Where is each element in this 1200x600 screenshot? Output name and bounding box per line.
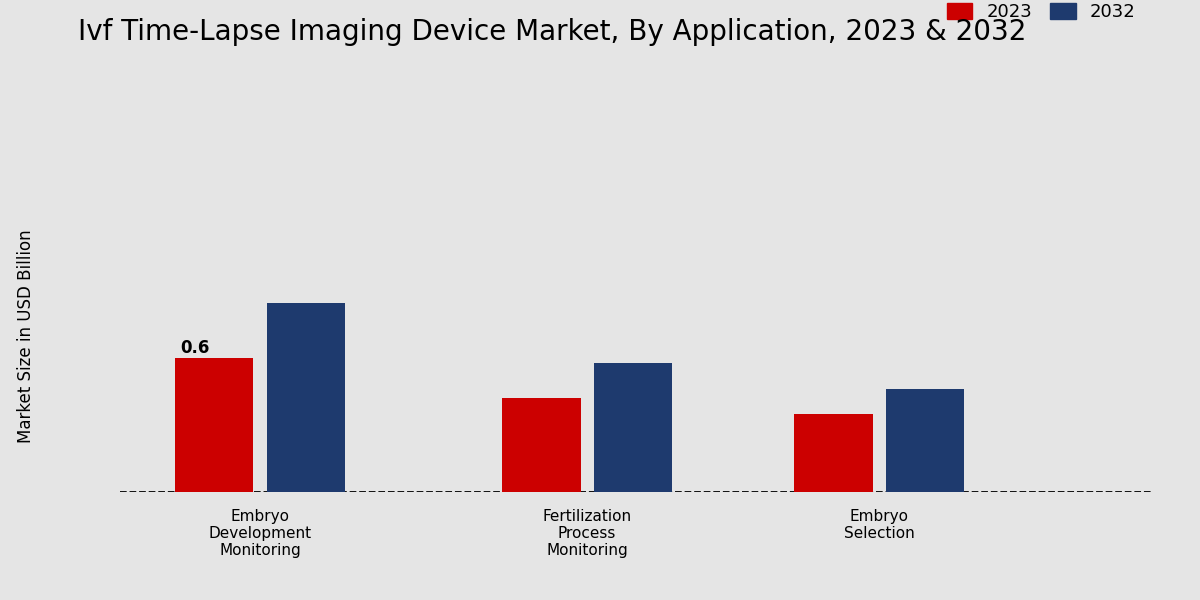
Bar [266, 302, 346, 492]
Text: 0.6: 0.6 [180, 339, 210, 357]
Bar [594, 363, 672, 492]
Text: Market Size in USD Billion: Market Size in USD Billion [17, 229, 36, 443]
Bar [886, 389, 965, 492]
Bar [175, 358, 253, 492]
Legend: 2023, 2032: 2023, 2032 [940, 0, 1142, 28]
Text: Ivf Time-Lapse Imaging Device Market, By Application, 2023 & 2032: Ivf Time-Lapse Imaging Device Market, By… [78, 18, 1026, 46]
Bar [502, 398, 581, 492]
Bar [794, 414, 872, 492]
